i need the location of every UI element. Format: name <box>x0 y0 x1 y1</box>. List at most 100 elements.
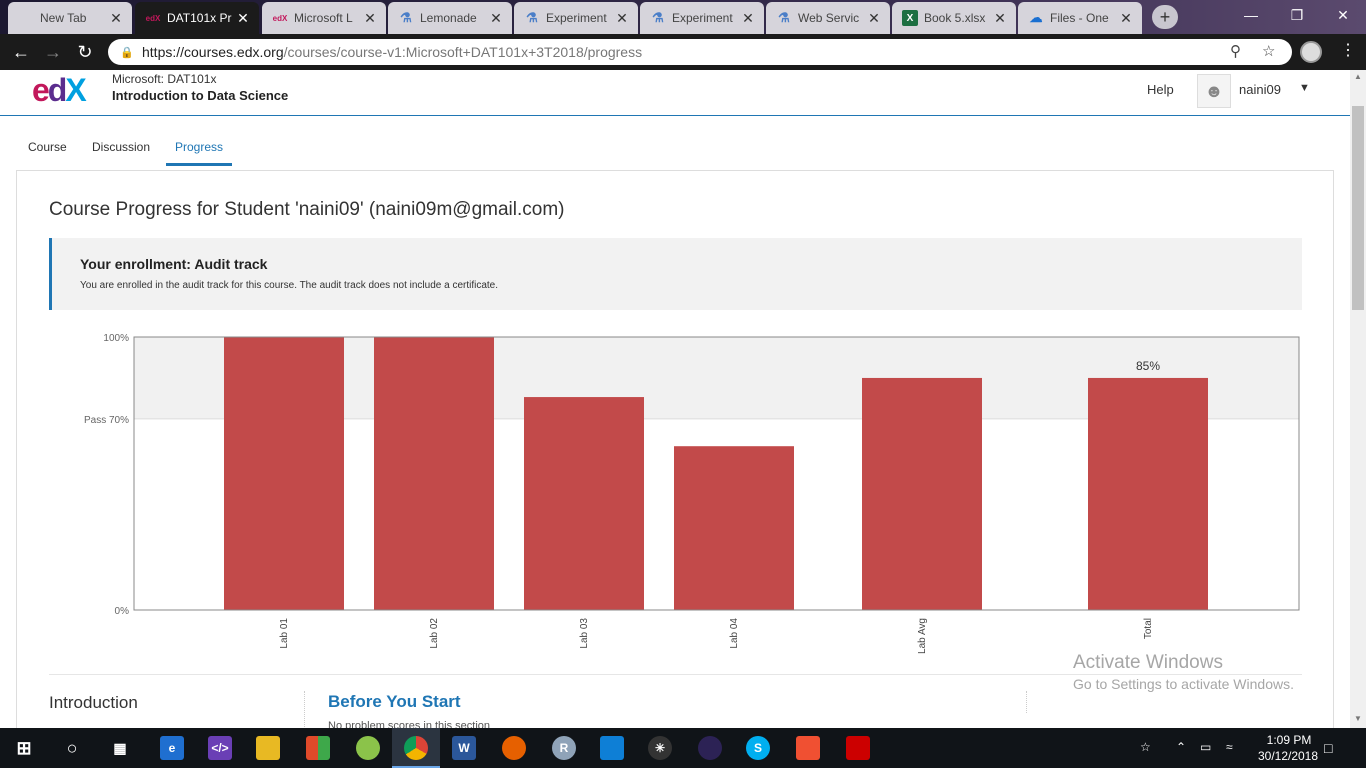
close-icon[interactable]: ✕ <box>364 9 376 26</box>
notifications-icon[interactable]: □ <box>1324 740 1333 756</box>
close-icon[interactable]: ✕ <box>237 9 249 26</box>
browser-tab[interactable]: ⚗ Web Servic ✕ <box>766 2 890 34</box>
people-icon[interactable]: ☆ <box>1140 740 1151 754</box>
r-studio-icon[interactable]: R <box>552 736 576 760</box>
x-tick-label: Lab 02 <box>429 618 440 649</box>
bar-lab-01 <box>224 337 344 610</box>
windows-start-icon[interactable]: ⊞ <box>16 737 32 758</box>
minimize-button[interactable]: — <box>1244 7 1258 23</box>
scroll-thumb[interactable] <box>1352 106 1364 310</box>
tab-discussion[interactable]: Discussion <box>92 140 151 154</box>
battery-icon[interactable]: ▭ <box>1200 740 1212 754</box>
tab-favicon-icon: ⚗ <box>778 10 790 25</box>
tray-chevron-up-icon[interactable]: ⌃ <box>1176 740 1187 754</box>
tab-favicon-icon: ☁ <box>1029 10 1043 25</box>
x-tick-label: Lab Avg <box>917 618 928 654</box>
tab-label: Book 5.xlsx <box>924 11 986 25</box>
zoom-icon[interactable]: ⚲ <box>1230 43 1241 60</box>
section-divider <box>49 674 1302 675</box>
wifi-icon[interactable]: ≈ <box>1226 740 1233 754</box>
close-icon[interactable]: ✕ <box>994 9 1006 26</box>
browser-tab[interactable]: New Tab ✕ <box>8 2 132 34</box>
tab-label: Experiment <box>546 11 607 25</box>
close-icon[interactable]: ✕ <box>616 9 628 26</box>
tab-course[interactable]: Course <box>28 140 67 154</box>
chevron-down-icon[interactable]: ▼ <box>1299 82 1310 94</box>
x-tick-label: Lab 03 <box>579 618 590 649</box>
tab-label: Lemonade <box>420 11 477 25</box>
browser-tab[interactable]: ☁ Files - One ✕ <box>1018 2 1142 34</box>
tab-favicon-icon: ⚗ <box>652 10 664 25</box>
git-icon[interactable] <box>796 736 820 760</box>
tab-favicon-icon: edX <box>145 13 161 23</box>
word-icon[interactable]: W <box>452 736 476 760</box>
tab-label: DAT101x Pr <box>167 11 232 25</box>
data-label: 85% <box>1136 359 1160 373</box>
site-header: edX Microsoft: DAT101x Introduction to D… <box>0 70 1350 116</box>
page-content: edX Microsoft: DAT101x Introduction to D… <box>0 70 1350 728</box>
url-host: https://courses.edx.org <box>142 44 284 60</box>
address-bar[interactable]: 🔒 https://courses.edx.org /courses/cours… <box>108 39 1292 65</box>
new-tab-button[interactable]: + <box>1152 5 1178 29</box>
clock-date[interactable]: 30/12/2018 <box>1257 749 1319 763</box>
browser-tab[interactable]: ⚗ Experiment ✕ <box>514 2 638 34</box>
browser-tab[interactable]: ⚗ Experiment ✕ <box>640 2 764 34</box>
reload-icon[interactable]: ↻ <box>77 42 93 62</box>
enrollment-text: You are enrolled in the audit track for … <box>80 280 499 291</box>
bar-lab-03 <box>524 397 644 610</box>
section-separator <box>304 691 305 728</box>
profile-avatar[interactable] <box>1300 41 1322 63</box>
forward-arrow-icon[interactable]: → <box>44 42 62 62</box>
close-icon[interactable]: ✕ <box>868 9 880 26</box>
y-tick-label: Pass 70% <box>84 415 129 426</box>
scroll-up-icon[interactable]: ▲ <box>1354 72 1362 81</box>
close-icon[interactable]: ✕ <box>490 9 502 26</box>
close-icon[interactable]: ✕ <box>110 9 122 26</box>
browser-tab[interactable]: ⚗ Lemonade ✕ <box>388 2 512 34</box>
browser-tab[interactable]: edX Microsoft L ✕ <box>262 2 386 34</box>
page-title: Course Progress for Student 'naini09' (n… <box>49 199 565 220</box>
enrollment-message: Your enrollment: Audit track You are enr… <box>49 238 1302 310</box>
bookmark-star-icon[interactable]: ☆ <box>1262 43 1276 60</box>
subsection-link[interactable]: Before You Start <box>328 692 461 711</box>
scroll-down-icon[interactable]: ▼ <box>1354 714 1362 723</box>
chrome-icon[interactable] <box>404 736 428 760</box>
close-icon[interactable]: ✕ <box>742 9 754 26</box>
close-window-button[interactable]: ✕ <box>1337 7 1349 23</box>
windows-taskbar: ⊞ ○ ▦ e </> W R ✳ S ☆ ⌃ ▭ ≈ 1:09 PM 30/1… <box>0 728 1366 768</box>
page-scrollbar[interactable]: ▲ ▼ <box>1350 70 1366 728</box>
clock-time[interactable]: 1:09 PM <box>1266 733 1312 747</box>
notepad-app-icon[interactable] <box>356 736 380 760</box>
maximize-button[interactable]: ❐ <box>1290 7 1304 23</box>
teamviewer-icon[interactable] <box>600 736 624 760</box>
eclipse-icon[interactable] <box>698 736 722 760</box>
acrobat-icon[interactable] <box>846 736 870 760</box>
progress-panel: Course Progress for Student 'naini09' (n… <box>16 170 1334 728</box>
task-view-icon[interactable]: ▦ <box>113 739 127 756</box>
browser-menu-icon[interactable]: ⋮ <box>1340 42 1356 59</box>
edx-logo[interactable]: edX <box>32 72 87 108</box>
user-avatar[interactable]: ☻ <box>1197 74 1231 108</box>
y-tick-label: 100% <box>103 333 129 344</box>
file-explorer-icon[interactable] <box>256 736 280 760</box>
tab-progress[interactable]: Progress <box>175 140 224 154</box>
close-icon[interactable]: ✕ <box>1120 9 1132 26</box>
username[interactable]: naini09 <box>1239 82 1281 97</box>
search-icon[interactable]: ○ <box>66 737 78 758</box>
browser-tab[interactable]: X Book 5.xlsx ✕ <box>892 2 1016 34</box>
skype-icon[interactable]: S <box>746 736 770 760</box>
y-tick-label: 0% <box>115 606 130 617</box>
back-arrow-icon[interactable]: ← <box>12 42 30 62</box>
help-link[interactable]: Help <box>1147 82 1174 97</box>
enrollment-title: Your enrollment: Audit track <box>80 256 268 272</box>
browser-tab[interactable]: edX DAT101x Pr ✕ <box>135 2 259 34</box>
edge-icon[interactable]: e <box>160 736 184 760</box>
tab-favicon-icon: ⚗ <box>526 10 538 25</box>
browser-tab-strip: ☁ Files - One ✕ X Book 5.xlsx ✕ ⚗ Web Servic ✕ ⚗ E… <box>0 0 1366 34</box>
office-icon[interactable] <box>306 736 330 760</box>
firefox-icon[interactable] <box>502 736 526 760</box>
spider-app-icon[interactable]: ✳ <box>648 736 672 760</box>
course-name: Introduction to Data Science <box>112 88 289 103</box>
visual-studio-icon[interactable]: </> <box>208 736 232 760</box>
tab-label: Microsoft L <box>294 11 353 25</box>
